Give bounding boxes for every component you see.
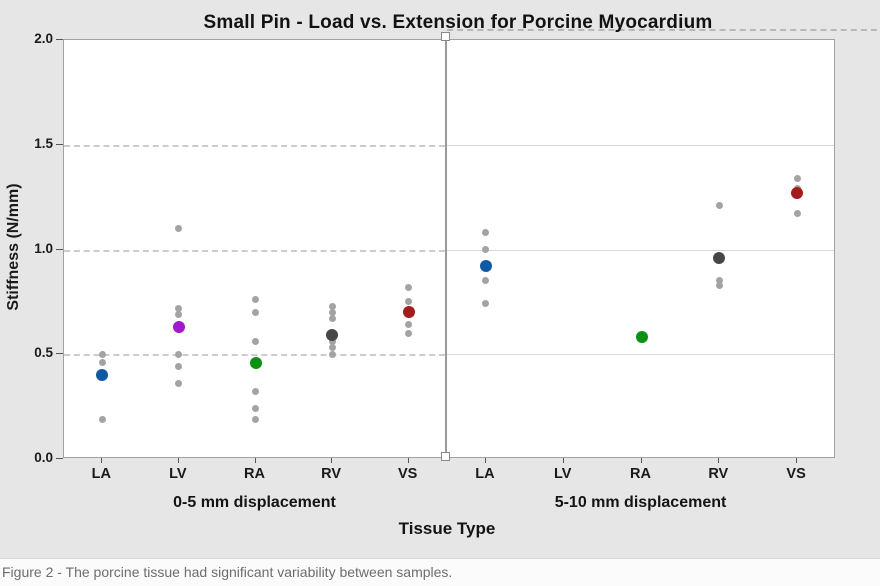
data-point <box>98 359 106 367</box>
x-axis-title: Tissue Type <box>398 519 496 538</box>
data-point <box>175 304 183 312</box>
mean-point-vs <box>791 186 804 199</box>
mean-point-la <box>479 260 492 273</box>
data-point <box>175 310 183 318</box>
data-point <box>328 338 336 346</box>
y-tick-mark <box>56 458 63 459</box>
x-tick-label: RV <box>321 466 342 482</box>
x-tick-label: LA <box>475 466 495 482</box>
y-tick-label: 0.5 <box>34 345 53 361</box>
y-tick-mark <box>56 143 63 145</box>
data-point <box>405 321 413 329</box>
x-tick-mark <box>407 458 409 463</box>
x-tick-mark <box>331 458 333 463</box>
x-tick-label: RA <box>630 466 651 482</box>
figure-caption: Figure 2 - The porcine tissue had signif… <box>0 558 880 586</box>
y-tick-label: 2.0 <box>34 31 53 46</box>
data-point <box>252 388 259 396</box>
data-point <box>328 308 336 316</box>
data-point <box>175 225 183 233</box>
panel-divider-handle-bottom[interactable] <box>441 452 450 461</box>
y-tick-label: 1.5 <box>34 135 53 151</box>
mean-point-rv <box>713 251 726 264</box>
gridline <box>64 144 445 147</box>
gridline <box>447 249 834 251</box>
gridline <box>447 354 834 356</box>
data-point <box>328 315 336 323</box>
gridline <box>64 249 445 252</box>
data-point <box>98 415 106 423</box>
x-tick-label: LV <box>553 466 572 482</box>
data-point <box>405 329 413 337</box>
chart-area: Small Pin - Load vs. Extension for Porci… <box>5 12 877 538</box>
mean-point-rv <box>326 329 339 342</box>
x-tick-label: LV <box>169 466 187 482</box>
x-tick-label: RV <box>708 466 729 482</box>
x-tick-mark <box>562 458 564 463</box>
data-point <box>98 350 106 358</box>
x-tick-label: RA <box>244 466 265 482</box>
y-tick-mark <box>56 39 63 40</box>
data-point <box>405 298 413 306</box>
x-tick-mark <box>484 458 486 463</box>
data-point <box>482 300 490 308</box>
mean-point-ra <box>249 356 262 369</box>
mean-point-vs <box>402 306 415 319</box>
data-point <box>715 277 723 285</box>
data-point <box>175 350 183 358</box>
data-point <box>252 296 259 304</box>
data-point <box>328 302 336 310</box>
x-tick-label: VS <box>786 466 806 482</box>
data-point <box>482 246 490 253</box>
gridline <box>64 354 445 357</box>
data-point <box>252 338 259 346</box>
data-point <box>252 415 259 423</box>
data-point <box>715 202 723 209</box>
data-point <box>175 380 183 388</box>
y-tick-mark <box>56 353 63 355</box>
data-point <box>252 308 259 316</box>
data-point <box>482 277 490 285</box>
data-point <box>175 363 183 371</box>
panel-label: 0-5 mm displacement <box>173 494 336 511</box>
panel-label: 5-10 mm displacement <box>554 494 727 511</box>
data-point <box>405 283 413 291</box>
panel-divider-handle-top[interactable] <box>441 32 450 41</box>
y-tick-label: 0.0 <box>34 450 53 465</box>
y-tick-label: 1.0 <box>34 240 53 256</box>
y-tick-mark <box>56 248 63 250</box>
x-tick-mark <box>254 458 256 463</box>
gridline <box>447 144 834 146</box>
data-point <box>252 405 259 413</box>
x-tick-mark <box>718 458 720 463</box>
mean-point-lv <box>172 321 185 333</box>
data-point <box>793 174 801 182</box>
x-tick-mark <box>177 458 179 463</box>
data-point <box>328 350 336 358</box>
data-point <box>482 229 490 237</box>
plot-panel-5-10-mm-displacement <box>446 39 835 458</box>
x-tick-mark <box>640 458 642 463</box>
data-point <box>328 344 336 352</box>
data-point <box>793 210 801 218</box>
x-tick-mark <box>101 458 103 463</box>
plot-panel-0-5-mm-displacement <box>63 39 446 458</box>
mean-point-ra <box>635 331 648 344</box>
panel-divider[interactable] <box>445 35 447 458</box>
top-gridline-dashes <box>447 29 877 31</box>
chart-title: Small Pin - Load vs. Extension for Porci… <box>203 12 713 33</box>
mean-point-la <box>96 369 109 382</box>
x-tick-mark <box>796 458 798 463</box>
x-tick-label: VS <box>398 466 418 482</box>
x-tick-label: LA <box>91 466 111 482</box>
data-point <box>715 281 723 289</box>
